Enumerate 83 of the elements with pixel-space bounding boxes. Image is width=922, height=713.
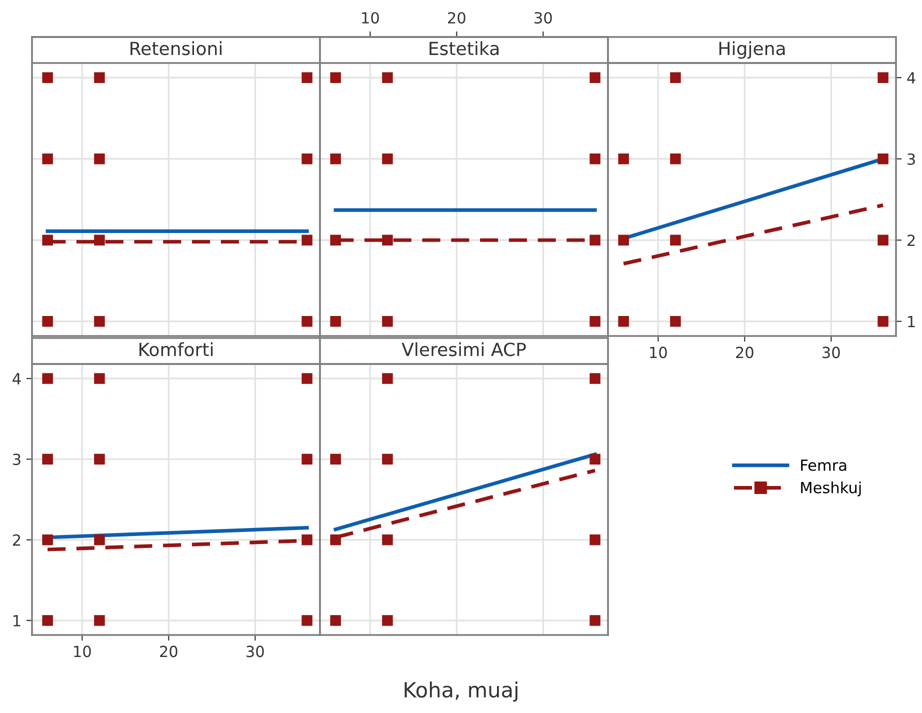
point <box>590 454 600 465</box>
point <box>878 234 888 246</box>
point <box>878 72 888 84</box>
point <box>94 316 105 327</box>
chart-title: Komforti <box>140 342 213 356</box>
legend-label: Meshkuj <box>801 482 861 496</box>
y-tick-label: 2 <box>908 234 915 246</box>
point <box>590 534 600 546</box>
point <box>330 615 341 626</box>
point <box>302 153 312 164</box>
point <box>618 234 629 246</box>
chart-title: Estetika <box>430 41 499 56</box>
point <box>330 316 341 327</box>
point <box>330 534 341 546</box>
x-tick-label: 10 <box>74 646 91 658</box>
x-tick-label: 30 <box>534 12 552 24</box>
point <box>590 153 600 164</box>
point <box>42 615 53 626</box>
x-tick-label: 10 <box>362 12 379 24</box>
chart-title: Vleresimi ACP <box>402 342 526 356</box>
point <box>590 234 600 246</box>
point <box>670 72 681 84</box>
point <box>382 72 393 84</box>
x-axis-title: Koha, muaj <box>404 682 518 702</box>
x-tick-label: 20 <box>736 346 754 358</box>
point <box>42 454 53 465</box>
point <box>878 316 888 327</box>
point <box>302 615 312 626</box>
point <box>618 153 629 164</box>
x-tick-label: 10 <box>650 346 667 358</box>
point <box>590 615 600 626</box>
point <box>302 316 312 327</box>
point <box>382 316 393 327</box>
chart-title: Retensioni <box>130 41 222 56</box>
point <box>670 316 681 327</box>
point <box>302 373 312 384</box>
y-tick-label: 4 <box>12 373 21 384</box>
point <box>42 72 53 84</box>
point <box>670 234 681 246</box>
point <box>42 316 53 327</box>
y-tick-label: 1 <box>14 615 20 626</box>
point <box>42 234 53 246</box>
point <box>94 454 105 465</box>
x-tick-label: 20 <box>160 646 178 658</box>
point <box>302 454 312 465</box>
point <box>330 153 341 164</box>
point <box>42 153 53 164</box>
point <box>590 72 600 84</box>
x-tick-label: 30 <box>822 346 840 358</box>
point <box>330 234 341 246</box>
y-tick-label: 4 <box>907 72 916 84</box>
y-tick-label: 3 <box>908 153 915 165</box>
point <box>302 534 312 546</box>
point <box>94 234 105 246</box>
point <box>618 316 629 327</box>
point <box>878 153 888 164</box>
point <box>670 153 681 164</box>
point <box>302 234 312 246</box>
point <box>590 373 600 384</box>
point <box>302 72 312 84</box>
y-tick-label: 1 <box>908 316 915 328</box>
point <box>42 373 53 384</box>
point <box>382 234 393 246</box>
point <box>94 72 105 84</box>
point <box>94 153 105 164</box>
point <box>382 454 393 465</box>
point <box>382 534 393 546</box>
point <box>330 454 341 465</box>
y-tick-label: 2 <box>12 534 20 546</box>
chart-title: Higjena <box>719 41 785 59</box>
point <box>42 534 53 546</box>
point <box>590 316 600 327</box>
point <box>330 72 341 84</box>
point <box>94 373 105 384</box>
x-tick-label: 20 <box>448 12 466 24</box>
point <box>382 615 393 626</box>
point <box>94 534 105 546</box>
point <box>94 615 105 626</box>
legend-label: Femra <box>801 460 846 471</box>
y-tick-label: 3 <box>13 454 20 466</box>
x-tick-label: 30 <box>246 646 264 658</box>
point <box>382 373 393 384</box>
point <box>382 153 393 164</box>
